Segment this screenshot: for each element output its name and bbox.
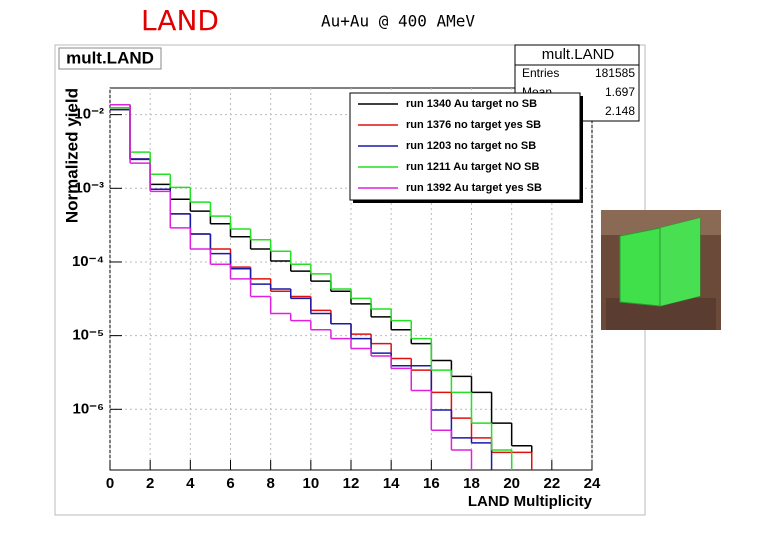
- series: [110, 107, 513, 470]
- legend-label: run 1340 Au target no SB: [406, 98, 537, 110]
- x-tick-label: 0: [106, 475, 114, 492]
- y-tick-label: 10⁻²: [74, 106, 104, 123]
- legend-label: run 1211 Au target NO SB: [406, 161, 540, 173]
- x-tick-label: 8: [266, 475, 274, 492]
- x-tick-label: 20: [503, 475, 520, 492]
- x-tick-label: 24: [584, 475, 601, 492]
- chart-title: mult.LAND: [66, 48, 154, 67]
- legend-label: run 1376 no target yes SB: [406, 119, 541, 131]
- x-tick-label: 22: [543, 475, 560, 492]
- stats-value: 2.148: [605, 104, 635, 118]
- y-tick-label: 10⁻⁴: [72, 253, 104, 270]
- series: [110, 104, 473, 470]
- legend-label: run 1392 Au target yes SB: [406, 182, 542, 194]
- x-axis-label: LAND Multiplicity: [468, 493, 593, 510]
- title-box: [58, 47, 162, 70]
- legend-label: run 1203 no target no SB: [406, 140, 536, 152]
- stats-title: mult.LAND: [542, 46, 615, 63]
- stats-label: Entries: [522, 66, 559, 80]
- y-axis-label: Normalized yield: [62, 88, 81, 223]
- x-tick-label: 6: [226, 475, 234, 492]
- stats-value: 181585: [595, 66, 635, 80]
- slide-title: LAND: [141, 4, 219, 37]
- x-tick-label: 18: [463, 475, 480, 492]
- stats-value: 1.697: [605, 85, 635, 99]
- x-tick-label: 12: [343, 475, 360, 492]
- y-tick-label: 10⁻³: [74, 179, 104, 196]
- detector-photo: [601, 210, 721, 330]
- y-tick-label: 10⁻⁵: [72, 327, 104, 344]
- x-tick-label: 10: [302, 475, 319, 492]
- x-tick-label: 14: [383, 475, 400, 492]
- y-tick-label: 10⁻⁶: [72, 400, 104, 417]
- x-tick-label: 2: [146, 475, 154, 492]
- x-tick-label: 16: [423, 475, 440, 492]
- x-tick-label: 4: [186, 475, 195, 492]
- slide-subtitle: Au+Au @ 400 AMeV: [321, 12, 475, 31]
